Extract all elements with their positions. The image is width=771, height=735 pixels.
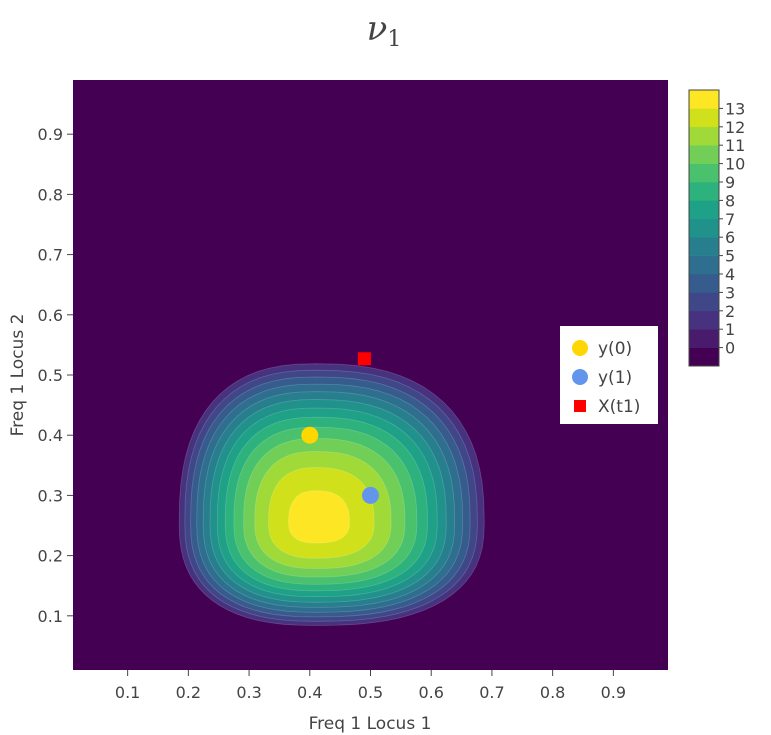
colorbar-band (689, 329, 719, 348)
colorbar-band (689, 218, 719, 238)
colorbar-band (689, 237, 719, 256)
colorbar-tick-label: 2 (725, 302, 735, 321)
colorbar-tick-label: 10 (725, 155, 745, 174)
x-tick-label: 0.4 (297, 683, 322, 702)
x-tick-label: 0.8 (540, 683, 565, 702)
y-tick-label: 0.7 (38, 246, 63, 265)
legend-symbol (574, 400, 586, 412)
x-tick-label: 0.5 (358, 683, 383, 702)
marker-xt1 (357, 352, 371, 366)
colorbar-tick-label: 0 (725, 339, 735, 358)
colorbar-outline (688, 89, 720, 367)
y-tick-label: 0.8 (38, 185, 63, 204)
colorbar-band (689, 200, 719, 220)
colorbar-band (689, 347, 719, 367)
colorbar-band (689, 255, 719, 275)
legend-item-label: X(t1) (598, 397, 640, 417)
colorbar-band (689, 163, 719, 183)
colorbar-band (689, 310, 719, 330)
x-axis-ticks: 0.1 0.2 0.3 0.4 0.5 0.6 0.7 0.8 0.9 (115, 670, 626, 702)
colorbar-band (689, 108, 719, 128)
y-axis-ticks: 0.1 0.2 0.3 0.4 0.5 0.6 0.7 0.8 0.9 (38, 125, 73, 626)
colorbar-band (689, 145, 719, 164)
colorbar-tick-label: 1 (725, 320, 735, 339)
marker-y0 (301, 426, 319, 444)
legend: y(0) y(1) X(t1) (560, 326, 658, 424)
y-tick-label: 0.9 (38, 125, 63, 144)
x-tick-label: 0.7 (479, 683, 504, 702)
y-tick-label: 0.5 (38, 366, 63, 385)
colorbar-tick-label: 6 (725, 228, 735, 247)
colorbar-tick-label: 3 (725, 283, 735, 302)
x-axis-title: Freq 1 Locus 1 (309, 714, 432, 734)
x-tick-label: 0.2 (176, 683, 201, 702)
chart-title: ν1 (367, 9, 402, 52)
colorbar-band (689, 126, 719, 146)
colorbar-tick-label: 9 (725, 173, 735, 192)
y-tick-label: 0.6 (38, 306, 63, 325)
x-tick-label: 0.1 (115, 683, 140, 702)
colorbar-tick-label: 11 (725, 136, 745, 155)
x-tick-label: 0.9 (601, 683, 626, 702)
colorbar-band (689, 292, 719, 312)
x-tick-label: 0.6 (418, 683, 443, 702)
y-tick-label: 0.3 (38, 486, 63, 505)
legend-item-label: y(1) (598, 368, 632, 388)
legend-item-label: y(0) (598, 339, 632, 359)
contour-fills (178, 363, 485, 626)
y-tick-label: 0.2 (38, 547, 63, 566)
colorbar-tick-label: 4 (725, 265, 735, 284)
colorbar-tick-label: 13 (725, 99, 745, 118)
y-axis-title: Freq 1 Locus 2 (8, 314, 28, 437)
colorbar-band (689, 274, 719, 293)
marker-y1 (362, 486, 379, 504)
colorbar-tick-label: 12 (725, 118, 745, 137)
title-symbol: ν (367, 9, 388, 49)
colorbar-band (689, 182, 719, 201)
y-tick-label: 0.4 (38, 426, 63, 445)
data-markers (301, 352, 379, 504)
colorbar-tick-label: 5 (725, 247, 735, 266)
contour-level-13 (288, 490, 350, 544)
colorbar-tick-label: 7 (725, 210, 735, 229)
y-tick-label: 0.1 (38, 607, 63, 626)
x-tick-label: 0.3 (236, 683, 261, 702)
colorbar-band (689, 90, 719, 109)
legend-symbol (572, 369, 588, 385)
legend-symbol (572, 340, 588, 356)
title-subscript: 1 (387, 27, 401, 52)
colorbar-tick-label: 8 (725, 191, 735, 210)
